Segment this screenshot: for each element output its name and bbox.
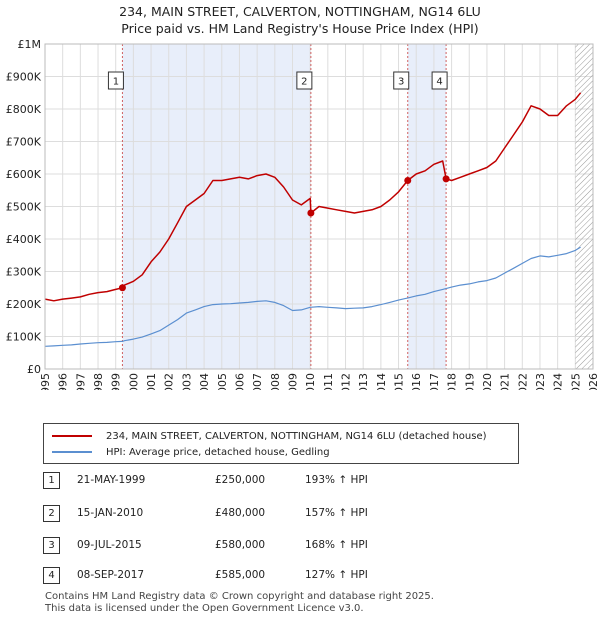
sale-price: £580,000 [215,539,266,551]
x-tick-label: 2007 [251,373,264,390]
x-tick-label: 2022 [516,373,529,390]
sale-date: 21-MAY-1999 [77,474,146,486]
x-tick-label: 2026 [587,373,600,390]
y-tick-label: £600K [6,168,42,181]
x-tick-label: 2012 [340,373,353,390]
sale-label-box [296,71,313,90]
x-tick-label: 2016 [410,373,423,390]
sale-label-text: 1 [113,77,119,88]
x-tick-label: 1995 [39,373,52,390]
x-tick-label: 2024 [552,373,565,390]
x-tick-label: 2010 [304,373,317,390]
x-tick-label: 2006 [233,373,246,390]
legend-swatch-property [52,435,92,437]
legend-item-property: 234, MAIN STREET, CALVERTON, NOTTINGHAM,… [52,429,487,443]
sale-date: 08-SEP-2017 [77,569,145,581]
plot-frame [44,43,594,370]
x-tick-label: 2014 [375,373,388,390]
legend-label-hpi: HPI: Average price, detached house, Gedl… [106,446,330,458]
forecast-hatch [575,44,593,369]
sale-row: 3 09-JUL-2015 £580,000 168% ↑ HPI [43,537,563,557]
x-tick-label: 2000 [127,373,140,390]
y-tick-label: £200K [6,298,42,311]
legend-label-property: 234, MAIN STREET, CALVERTON, NOTTINGHAM,… [106,430,487,442]
sale-price: £585,000 [215,569,266,581]
y-tick-label: £800K [6,103,42,116]
x-tick-label: 2017 [428,373,441,390]
x-tick-label: 2019 [463,373,476,390]
sale-row: 4 08-SEP-2017 £585,000 127% ↑ HPI [43,567,563,587]
x-tick-label: 2005 [216,373,229,390]
sale-point [307,209,315,217]
y-tick-label: £500K [6,201,42,214]
sale-price: £480,000 [215,507,266,519]
x-tick-label: 2004 [198,373,211,390]
sale-number-badge: 4 [43,567,60,584]
chart-legend: 234, MAIN STREET, CALVERTON, NOTTINGHAM,… [43,423,519,464]
sale-date: 15-JAN-2010 [77,507,144,519]
x-tick-label: 2015 [393,373,406,390]
y-tick-label: £1M [18,38,42,51]
x-tick-label: 2003 [180,373,193,390]
x-tick-label: 2008 [269,373,282,390]
x-tick-label: 1998 [92,373,105,390]
y-tick-label: £400K [6,233,42,246]
sale-label-text: 3 [398,77,404,88]
sale-label-text: 4 [436,77,442,88]
sale-label-text: 2 [301,77,307,88]
x-tick-label: 2002 [163,373,176,390]
sale-date: 09-JUL-2015 [77,539,142,551]
footer-licence: This data is licensed under the Open Gov… [45,603,364,614]
chart-subtitle: Price paid vs. HM Land Registry's House … [121,21,479,36]
x-tick-label: 2023 [534,373,547,390]
x-tick-label: 2011 [322,373,335,390]
x-tick-label: 2018 [446,373,459,390]
legend-swatch-hpi [52,451,92,453]
sale-row: 1 21-MAY-1999 £250,000 193% ↑ HPI [43,472,563,492]
sale-number-badge: 3 [43,537,60,554]
sale-hpi-change: 127% ↑ HPI [305,569,368,581]
sale-row: 2 15-JAN-2010 £480,000 157% ↑ HPI [43,505,563,525]
sale-hpi-change: 193% ↑ HPI [305,474,368,486]
sale-hpi-change: 157% ↑ HPI [305,507,368,519]
sale-number-badge: 2 [43,505,60,522]
y-tick-label: £300K [6,266,42,279]
x-tick-label: 1996 [57,373,70,390]
x-tick-label: 2013 [357,373,370,390]
price-chart: 1 2 3 4 £0 £100K £200K £300K £400K £500K £600K £70… [6,38,600,390]
y-tick-label: £700K [6,136,42,149]
sale-point [442,175,450,183]
footer-copyright: Contains HM Land Registry data © Crown c… [45,591,434,602]
y-tick-label: £0 [27,363,41,376]
chart-title: 234, MAIN STREET, CALVERTON, NOTTINGHAM,… [119,4,481,19]
legend-item-hpi: HPI: Average price, detached house, Gedl… [52,445,330,459]
sale-label-box [431,71,448,90]
sale-hpi-change: 168% ↑ HPI [305,539,368,551]
y-tick-label: £100K [6,331,42,344]
x-tick-label: 2025 [569,373,582,390]
x-tick-label: 1999 [110,373,123,390]
x-tick-label: 2020 [481,373,494,390]
x-tick-label: 1997 [74,373,87,390]
sale-label-box [107,71,124,90]
sale-label-box [393,71,410,90]
y-tick-label: £900K [6,71,42,84]
x-tick-label: 2021 [499,373,512,390]
sale-point [404,177,412,184]
x-tick-label: 2009 [286,373,299,390]
sale-price: £250,000 [215,474,266,486]
sale-number-badge: 1 [43,472,60,489]
hpi-line [44,246,581,347]
x-tick-label: 2001 [145,373,158,390]
sale-point [118,284,126,292]
